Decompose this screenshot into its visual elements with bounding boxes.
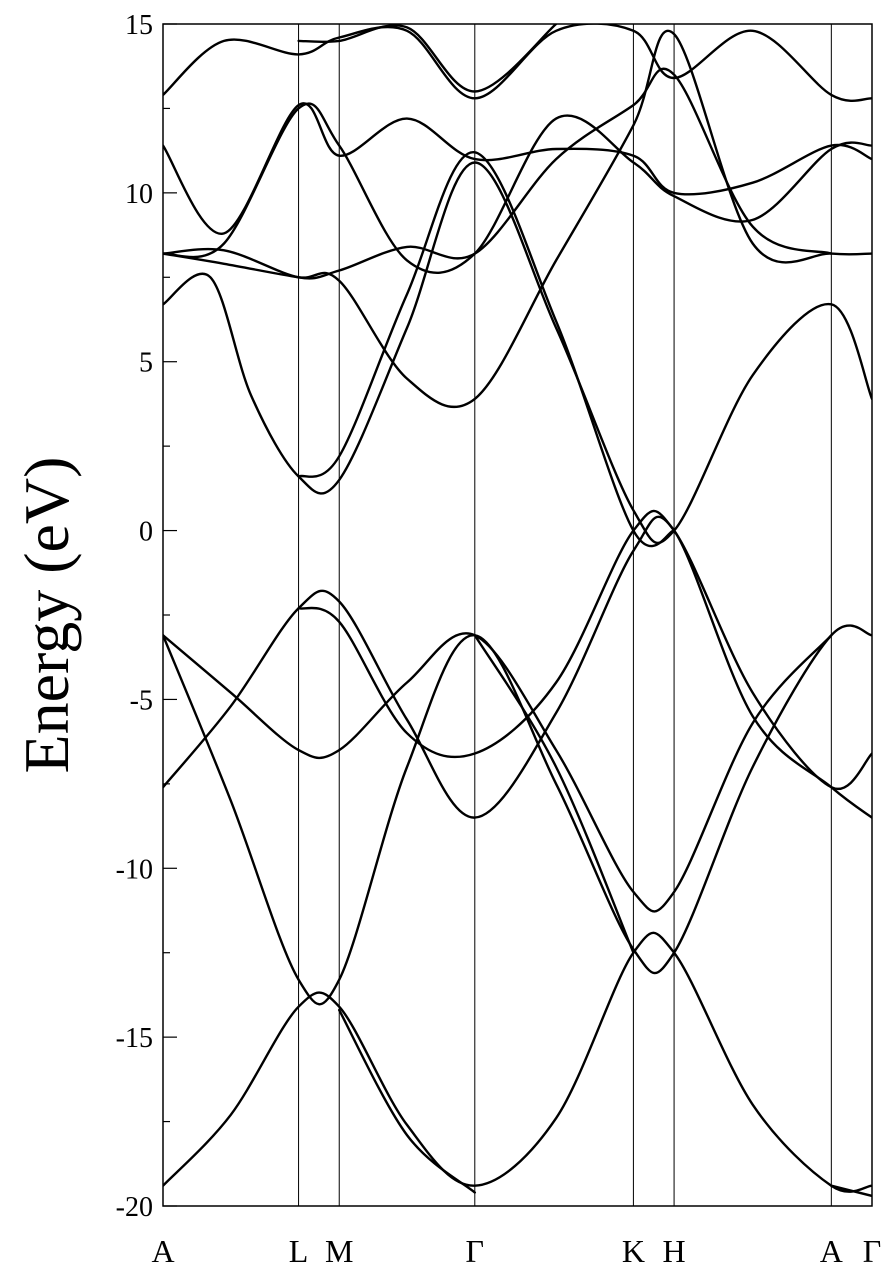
k-point-label: A [151, 1233, 174, 1269]
band-line [163, 161, 872, 545]
band-line [163, 632, 833, 913]
y-axis-ticks [163, 23, 177, 1207]
y-tick-label: 5 [139, 348, 153, 379]
k-point-label: K [622, 1233, 645, 1269]
k-point-label: A [820, 1233, 843, 1269]
band-line [163, 515, 872, 819]
band-line [297, 509, 872, 791]
band-line [163, 102, 872, 274]
band-line [830, 1184, 872, 1198]
y-tick-label: 0 [139, 517, 153, 548]
band-series [163, 24, 872, 1198]
band-line [163, 102, 872, 235]
y-tick-label: -15 [116, 1023, 153, 1054]
y-tick-label: 10 [125, 179, 153, 210]
k-point-label: Γ [466, 1233, 485, 1269]
band-line [163, 24, 872, 102]
y-tick-label: 15 [125, 10, 153, 41]
band-line [473, 634, 635, 954]
k-point-lines [298, 24, 832, 1206]
band-line [297, 24, 558, 93]
k-point-label: H [663, 1233, 686, 1269]
y-tick-label: -20 [116, 1192, 153, 1223]
k-point-label: L [289, 1233, 309, 1269]
band-line [163, 931, 872, 1193]
band-line [163, 624, 872, 1006]
y-tick-label: -5 [130, 685, 153, 716]
band-line [297, 151, 676, 548]
band-line [163, 67, 833, 280]
k-point-label: Γ [863, 1233, 882, 1269]
y-tick-labels: -20 -15 -10 -5 0 5 10 15 [116, 10, 153, 1223]
band-line [163, 29, 872, 409]
k-point-label: M [325, 1233, 353, 1269]
y-tick-label: -10 [116, 854, 153, 885]
y-axis-title: Energy (eV) [11, 457, 82, 774]
plot-frame [162, 23, 873, 1207]
band-line [338, 1008, 476, 1194]
